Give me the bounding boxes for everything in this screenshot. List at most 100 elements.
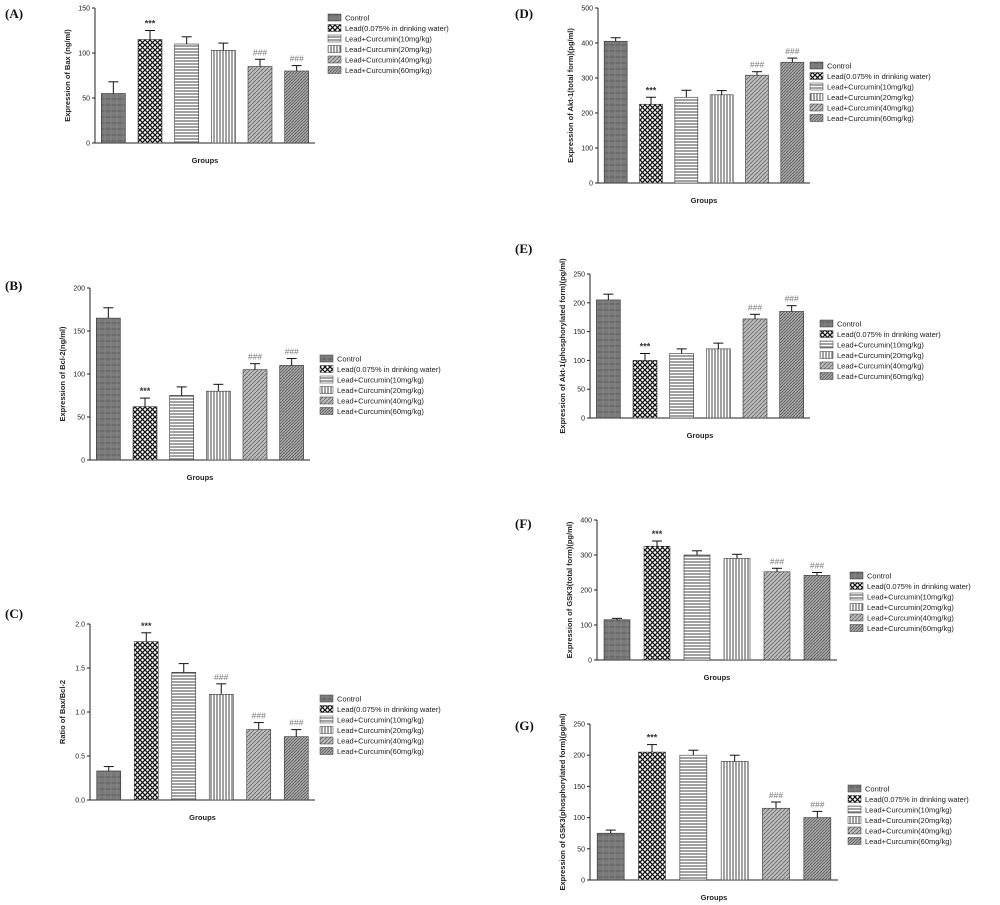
legend-swatch bbox=[847, 784, 862, 793]
panel-f-chart: 0 100 200 300 400 Expression of GSK3(total fo… bbox=[565, 518, 971, 683]
legend-swatch bbox=[849, 571, 864, 580]
y-tick-label: 200 bbox=[573, 300, 585, 307]
significance-hash: ### bbox=[810, 561, 824, 571]
panel-g-chart: 0 50 100 150 200 250 Expression of GSK3(phosph… bbox=[558, 713, 969, 902]
y-tick-label: 100 bbox=[78, 51, 90, 58]
y-tick-label: 0.5 bbox=[75, 754, 85, 761]
bar-1 bbox=[643, 545, 671, 661]
legend-swatch bbox=[319, 726, 334, 734]
legend-swatch bbox=[319, 365, 334, 373]
y-tick-label: 50 bbox=[577, 846, 585, 853]
bar-2 bbox=[171, 672, 197, 801]
y-axis-title: Expression of Akt-1(total form)(pg/ml) bbox=[566, 28, 575, 163]
significance-hash: ### bbox=[750, 60, 764, 70]
significance-star: *** bbox=[140, 386, 151, 396]
significance-hash: ### bbox=[253, 47, 267, 57]
legend-label: Lead(0.075% in drinking water) bbox=[337, 705, 441, 714]
legend-swatch bbox=[809, 82, 824, 91]
y-tick-label: 0 bbox=[581, 416, 585, 423]
bar-4 bbox=[763, 571, 791, 661]
y-tick-label: 150 bbox=[573, 329, 585, 336]
panel-e: (E) 0 50 100 150 200 250 Expression of Akt-1(p… bbox=[510, 235, 1000, 450]
legend-label: Lead(0.075% in drinking water) bbox=[865, 795, 969, 804]
y-tick-label: 1.0 bbox=[75, 710, 85, 717]
y-tick-label: 250 bbox=[573, 272, 585, 279]
y-tick-label: 100 bbox=[573, 358, 585, 365]
panel-b-chart: 0 50 100 150 200 Expression of Bcl-2(ng/ml) Gr… bbox=[58, 286, 441, 483]
legend-swatch bbox=[327, 55, 342, 64]
bar-1 bbox=[639, 103, 663, 184]
legend-label: Control bbox=[837, 320, 862, 329]
y-tick-label: 100 bbox=[573, 815, 585, 822]
legend-swatch bbox=[819, 372, 834, 380]
y-tick-label: 50 bbox=[577, 387, 585, 394]
legend-label: Lead+Curcumin(10mg/kg) bbox=[337, 716, 424, 725]
bar-4 bbox=[745, 74, 769, 184]
significance-star: *** bbox=[652, 529, 663, 539]
bar-0 bbox=[596, 832, 625, 881]
legend-label: Lead+Curcumin(10mg/kg) bbox=[865, 806, 952, 815]
bar-1 bbox=[137, 39, 163, 144]
y-tick-label: 0.0 bbox=[75, 798, 85, 805]
bar-2 bbox=[669, 353, 694, 419]
legend-swatch bbox=[327, 24, 342, 32]
significance-hash: ### bbox=[248, 352, 262, 362]
panel-c-label: (C) bbox=[5, 606, 24, 621]
legend-swatch bbox=[809, 61, 824, 70]
legend-label: Lead+Curcumin(20mg/kg) bbox=[337, 386, 424, 395]
bar-5 bbox=[283, 736, 309, 801]
y-tick-label: 0 bbox=[86, 141, 90, 148]
panel-a: (A) 0 50 100 150 Expression of Bax (ng/ml) Gr… bbox=[0, 0, 500, 175]
legend-label: Lead+Curcumin(40mg/kg) bbox=[337, 737, 424, 746]
panel-f-label: (F) bbox=[515, 516, 532, 531]
bar-1 bbox=[133, 641, 159, 801]
legend-label: Lead+Curcumin(10mg/kg) bbox=[337, 376, 424, 385]
x-axis-title: Groups bbox=[701, 893, 728, 902]
legend-label: Lead+Curcumin(10mg/kg) bbox=[837, 341, 924, 350]
y-tick-label: 200 bbox=[573, 753, 585, 760]
bar-5 bbox=[779, 311, 804, 419]
significance-hash: ### bbox=[748, 302, 762, 312]
legend-swatch bbox=[327, 45, 342, 53]
y-tick-label: 500 bbox=[581, 6, 593, 13]
panel-d-chart: 0 100 200 300 400 500 Expression of Akt-1(tota… bbox=[566, 6, 931, 206]
y-tick-label: 400 bbox=[580, 518, 592, 525]
y-tick-label: 0 bbox=[581, 878, 585, 885]
bar-4 bbox=[246, 729, 272, 801]
bar-5 bbox=[279, 365, 304, 461]
panel-e-label: (E) bbox=[515, 241, 533, 256]
legend-swatch bbox=[847, 805, 862, 814]
bar-4 bbox=[762, 807, 790, 881]
significance-star: *** bbox=[141, 621, 152, 631]
significance-hash: ### bbox=[252, 711, 266, 721]
legend-swatch bbox=[327, 13, 342, 22]
legend-swatch bbox=[319, 705, 334, 713]
legend-label: Lead(0.075% in drinking water) bbox=[867, 582, 971, 591]
legend-swatch bbox=[849, 624, 864, 632]
bar-2 bbox=[169, 395, 194, 461]
panel-g-label: (G) bbox=[515, 718, 534, 733]
legend-swatch bbox=[847, 816, 862, 824]
legend-swatch bbox=[319, 386, 334, 394]
legend-label: Lead+Curcumin(20mg/kg) bbox=[827, 93, 914, 102]
y-tick-label: 100 bbox=[73, 372, 85, 379]
panel-b: (B) 0 50 100 150 200 Expression of Bcl-2(ng/m… bbox=[0, 272, 500, 492]
legend-swatch bbox=[819, 351, 834, 359]
significance-hash: ### bbox=[214, 672, 228, 682]
y-tick-label: 300 bbox=[580, 553, 592, 560]
x-axis-title: Groups bbox=[187, 473, 214, 482]
y-axis-title: Expression of Akt-1(phosphorylated form)… bbox=[558, 258, 567, 434]
legend-swatch bbox=[319, 396, 334, 405]
significance-hash: ### bbox=[769, 790, 783, 800]
panel-f: (F) 0 100 200 300 400 Expression of GSK3(tota… bbox=[510, 510, 1000, 690]
bar-5 bbox=[803, 575, 831, 661]
legend-label: Lead+Curcumin(40mg/kg) bbox=[865, 827, 952, 836]
legend-label: Lead+Curcumin(10mg/kg) bbox=[867, 593, 954, 602]
y-tick-label: 300 bbox=[581, 76, 593, 83]
panel-a-chart: 0 50 100 150 Expression of Bax (ng/ml) Groups… bbox=[63, 6, 449, 166]
legend-swatch bbox=[809, 72, 824, 80]
panel-b-label: (B) bbox=[5, 278, 23, 293]
y-tick-label: 100 bbox=[580, 623, 592, 630]
legend-swatch bbox=[809, 103, 824, 112]
y-tick-label: 200 bbox=[581, 111, 593, 118]
